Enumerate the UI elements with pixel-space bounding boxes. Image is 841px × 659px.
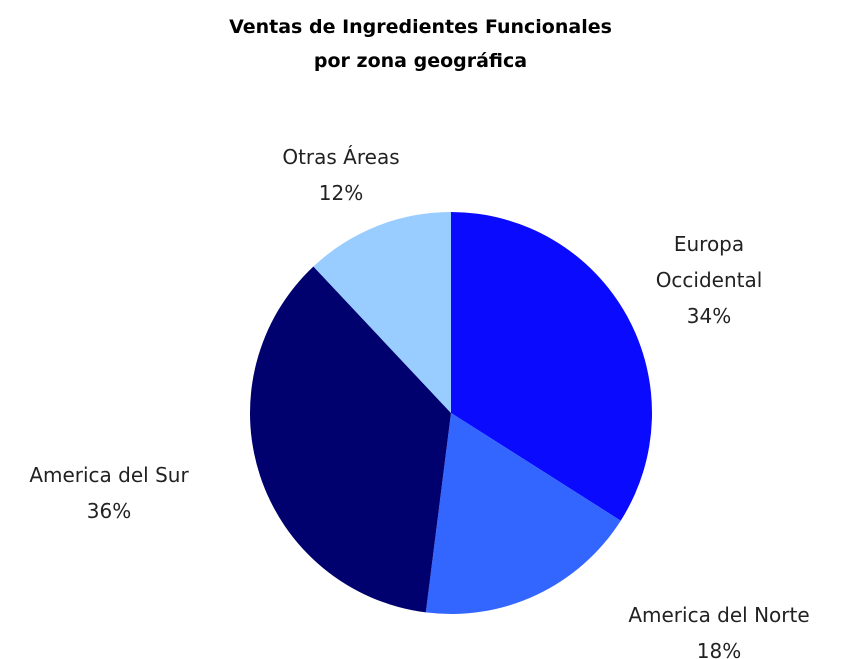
data-label: 34% xyxy=(686,304,732,328)
pie-slice xyxy=(250,266,451,613)
slice-label: America del Norte 18% xyxy=(589,597,841,659)
category-label: America del Sur xyxy=(29,463,189,487)
slice-label: Otras Áreas 12% xyxy=(241,139,441,211)
data-label: 18% xyxy=(696,639,742,659)
category-label: Otras Áreas xyxy=(282,145,400,169)
category-label: America del Norte xyxy=(628,603,810,627)
chart-title: Ventas de Ingredientes Funcionales xyxy=(229,16,612,38)
pie-slice xyxy=(451,212,652,521)
data-label: 36% xyxy=(86,499,132,523)
category-label: Europa Occidental xyxy=(655,232,763,292)
data-label: 12% xyxy=(318,181,364,205)
pie-slice xyxy=(313,212,451,413)
slice-label: Europa Occidental 34% xyxy=(629,226,789,334)
slice-label: America del Sur 36% xyxy=(0,457,229,529)
pie-slice xyxy=(425,413,621,614)
chart-title: por zona geográfica xyxy=(313,50,528,72)
